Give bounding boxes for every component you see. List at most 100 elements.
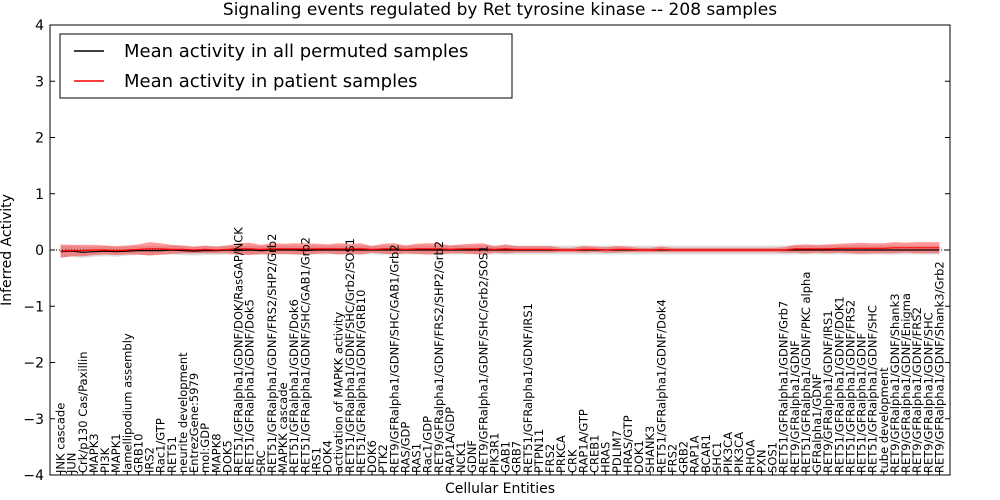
- chart-title: Signaling events regulated by Ret tyrosi…: [223, 0, 777, 20]
- x-category-label: RET9/GFRalpha1/GDNF/FRS2: [910, 307, 924, 473]
- x-category-label: CREB1: [588, 435, 602, 474]
- y-tick-label: −3: [23, 412, 44, 428]
- x-category-label: FRS2: [665, 444, 679, 473]
- x-category-label: MAPK3: [87, 433, 101, 473]
- x-category-label: RET9/GFRalpha1/GDNF: [788, 340, 802, 473]
- x-category-label: DOK5: [220, 440, 234, 473]
- x-category-label: RHOA: [743, 440, 757, 473]
- y-tick-label: 2: [35, 131, 44, 147]
- x-category-label: PIK3CA: [721, 432, 735, 473]
- y-tick-label: 3: [35, 74, 44, 90]
- x-category-label: RET51: [165, 436, 179, 473]
- x-category-label: RET9/GFRalpha1/GDNF/IRS1: [821, 310, 835, 473]
- x-category-label: DOK4: [321, 440, 335, 473]
- x-category-label: PXN: [754, 450, 768, 473]
- x-category-label: GRB2: [677, 441, 691, 473]
- x-category-label: MAPK8: [209, 433, 223, 473]
- x-category-label: BCAR1: [699, 434, 713, 473]
- x-category-label: RET51/GFRalpha1/GDNF/DOK1: [832, 296, 846, 473]
- x-category-label: RAP1A/GDP: [443, 407, 457, 473]
- x-category-label: lamellipodium assembly: [120, 333, 134, 473]
- y-tick-label: −4: [23, 468, 44, 484]
- x-category-label: NCK1: [454, 442, 468, 474]
- x-category-label: PIK3CA: [732, 432, 746, 473]
- x-category-label: RET51/GFRalpha1/GDNF: [855, 333, 869, 473]
- x-category-label: RET51/GFRalpha1/GDNF/IRS1: [521, 303, 535, 473]
- x-category-label: PRKCA: [554, 435, 568, 473]
- x-category-label: RET51/GFRalpha1/GDNF/SHC: [866, 305, 880, 473]
- patient-mean-line: [60, 247, 940, 252]
- x-category-label: GFRalpha1/GDNF: [810, 374, 824, 473]
- x-category-label: RET9/GFRalpha1/GDNF/Shank3: [888, 293, 902, 473]
- x-category-label: SRC: [254, 450, 268, 473]
- x-category-label: SHANK3: [643, 426, 657, 473]
- x-category-label: neurite development: [176, 352, 190, 473]
- x-category-label: RAP1A/GTP: [576, 409, 590, 473]
- x-category-label: HRAS/GTP: [621, 415, 635, 473]
- legend: Mean activity in all permuted samples Mea…: [59, 33, 513, 99]
- x-category-label: mol:GDP: [198, 423, 212, 473]
- y-tick-label: 4: [35, 18, 44, 34]
- x-category-label: RET51/GFRalpha1/GDNF/SHC/GAB1/Grb2: [298, 237, 312, 473]
- x-category-label: JNK cascade: [54, 403, 68, 474]
- x-category-label: GRB7: [510, 441, 524, 473]
- x-category-label: PDLIM7: [610, 430, 624, 473]
- x-category-label: RAS1: [410, 443, 424, 473]
- x-category-label: Rac1/GTP: [154, 418, 168, 473]
- legend-box: [59, 33, 513, 99]
- x-category-label: GRB10: [131, 434, 145, 473]
- x-category-label: HRAS: [599, 442, 613, 473]
- x-category-label: RET51/GFRalpha1/GDNF/Dok5: [243, 299, 257, 473]
- x-category-label: RET9/GFRalpha1/GDNF/Shank3/Grb2: [932, 261, 946, 473]
- y-tick-label: −1: [23, 299, 44, 315]
- x-category-label: RET51/GFRalpha1/GDNF/SHC/Grb2/SOS1: [343, 238, 357, 473]
- x-category-label: RET51/GFRalpha1/GDNF/Dok4: [654, 299, 668, 473]
- x-category-label: PTK2: [376, 444, 390, 473]
- y-tick-label: −2: [23, 356, 44, 372]
- x-category-label: tube development: [877, 367, 891, 473]
- x-axis-label: Cellular Entities: [445, 481, 555, 497]
- x-category-label: EntrezGene:5979: [187, 373, 201, 473]
- x-category-label: PTPN11: [532, 429, 546, 473]
- legend-label: Mean activity in patient samples: [124, 71, 418, 92]
- y-axis-label: Inferred Activity: [0, 194, 15, 306]
- x-category-label: Crk/p130 Cas/Paxillin: [76, 352, 90, 473]
- x-category-label: IRS1: [309, 447, 323, 473]
- x-category-label: JUN: [65, 453, 79, 474]
- x-category-label: MAPK1: [109, 433, 123, 473]
- x-category-label: RET51/GFRalpha1/GDNF/DOK/RasGAP/NCK: [232, 227, 246, 473]
- y-axis-ticks: −4 −3 −2 −1 0 1 2 3 4: [23, 18, 950, 484]
- x-category-label: PIK3R1: [487, 433, 501, 474]
- y-tick-label: 1: [35, 187, 44, 203]
- x-category-label: RET51/GFRalpha1/GDNF/Dok6: [287, 299, 301, 473]
- x-category-label: FRS2: [543, 444, 557, 473]
- x-category-label: GDNF: [465, 440, 479, 473]
- x-category-label: RET9/GFRalpha1/GDNF/SHC/GAB1/Grb2: [387, 244, 401, 473]
- x-category-label: RET9/GFRalpha1/GDNF/SHC: [921, 312, 935, 473]
- x-category-label: RET51/GFRalpha1/GDNF/FRS2/SHP2/Grb2: [265, 234, 279, 473]
- x-category-label: SOS1: [766, 442, 780, 473]
- x-category-label: RET51/GFRalpha1/GDNF/Grb7: [777, 301, 791, 473]
- x-category-label: RET51/GFRalpha1/GDNF/FRS2: [843, 300, 857, 473]
- y-tick-label: 0: [35, 243, 44, 259]
- x-category-label: Rac1/GDP: [421, 416, 435, 473]
- x-category-label: RET9/GFRalpha1/GDNF/FRS2/SHP2/Grb2: [432, 241, 446, 473]
- x-category-label: RET9/GFRalpha1/GDNF/Enigma: [899, 293, 913, 473]
- x-category-label: DOK6: [365, 440, 379, 473]
- series-lines: [60, 247, 940, 253]
- x-category-label: RET51/GFRalpha1/GDNF/PKC alpha: [799, 272, 813, 473]
- x-category-label: GAB1: [499, 441, 513, 473]
- permuted-mean-line: [60, 249, 940, 253]
- plot-frame: [49, 24, 951, 476]
- x-category-label: RAP1A: [688, 435, 702, 473]
- x-category-label: activation of MAPKK activity: [332, 312, 346, 473]
- x-category-label: RET51/GFRalpha1/GDNF/GRB10: [354, 290, 368, 473]
- legend-label: Mean activity in all permuted samples: [124, 41, 468, 62]
- x-category-label: CRK: [565, 449, 579, 473]
- x-category-label: MAPKK cascade: [276, 382, 290, 473]
- x-category-label: RAS/GDP: [398, 422, 412, 473]
- x-category-label: PI3K: [98, 447, 112, 473]
- x-category-label: RET9/GFRalpha1/GDNF/SHC/Grb2/SOS1: [476, 245, 490, 473]
